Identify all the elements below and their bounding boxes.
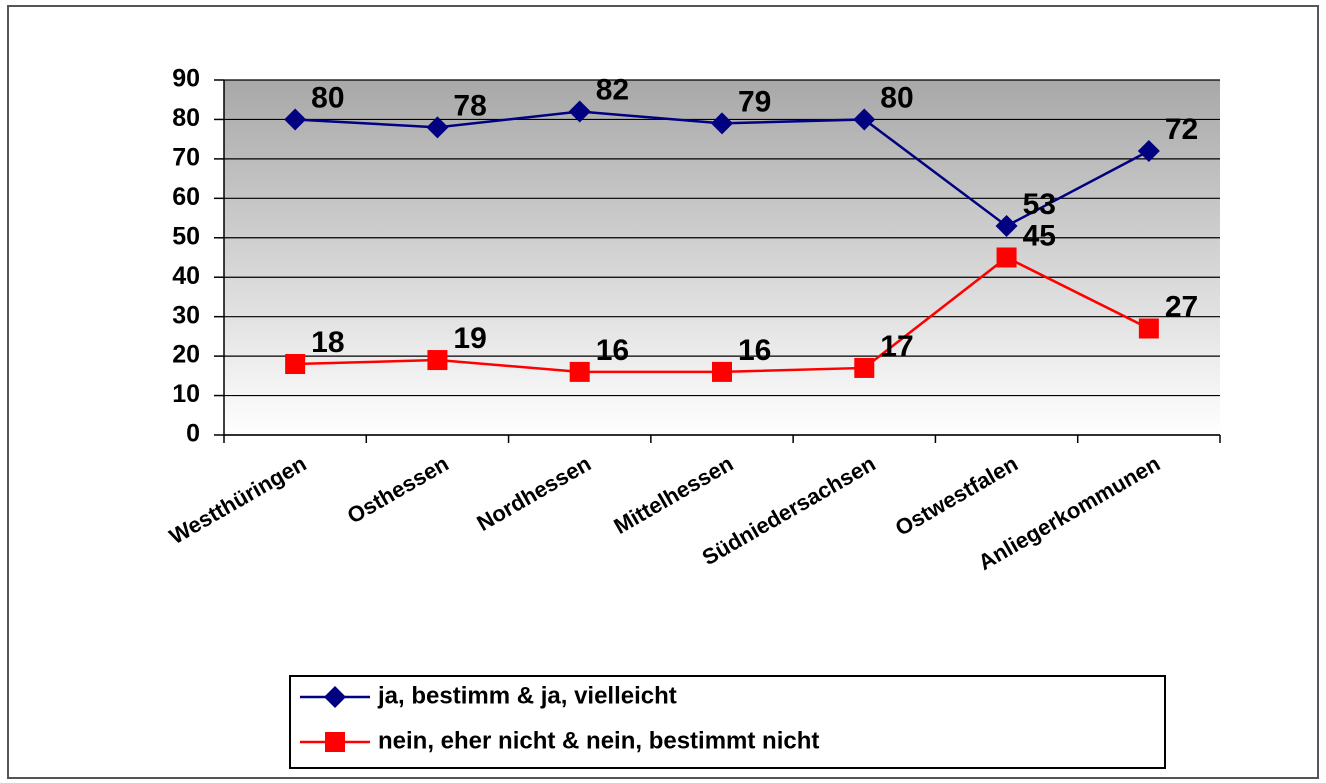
data-label: 17: [880, 330, 913, 363]
data-label: 18: [311, 326, 344, 359]
point: [324, 686, 346, 708]
data-label: 27: [1165, 290, 1198, 323]
data-label: 80: [311, 81, 344, 114]
point: [853, 108, 876, 131]
y-tick-label: 0: [186, 420, 200, 448]
point: [568, 100, 591, 123]
legend-label: ja, bestimm & ja, vielleicht: [377, 682, 677, 709]
y-tick-label: 60: [172, 183, 200, 211]
point: [711, 112, 733, 135]
point: [569, 361, 590, 382]
point: [325, 732, 345, 752]
y-tick-label: 20: [172, 341, 200, 369]
legend: [289, 675, 1166, 769]
point: [712, 361, 732, 382]
data-label: 82: [596, 73, 629, 106]
data-label: 53: [1023, 188, 1056, 221]
data-label: 79: [738, 85, 771, 118]
y-tick-label: 80: [172, 104, 200, 132]
data-label: 72: [1165, 113, 1198, 146]
point: [854, 357, 875, 378]
y-tick-label: 50: [172, 222, 200, 250]
legend-label: nein, eher nicht & nein, bestimmt nicht: [378, 727, 819, 754]
data-label: 16: [596, 334, 629, 367]
y-tick-label: 10: [172, 380, 200, 408]
y-tick-label: 30: [172, 301, 200, 329]
data-label: 80: [880, 81, 913, 114]
point: [1138, 318, 1159, 339]
y-tick-label: 90: [172, 65, 200, 93]
point: [1137, 140, 1160, 162]
data-label: 45: [1023, 219, 1056, 252]
point: [427, 350, 448, 371]
point: [995, 214, 1018, 237]
point: [996, 247, 1017, 268]
data-label: 16: [738, 334, 771, 367]
y-tick-label: 70: [172, 143, 200, 171]
data-label: 19: [453, 322, 486, 355]
y-tick-label: 40: [172, 262, 200, 290]
data-label: 78: [453, 89, 486, 122]
point: [285, 354, 306, 374]
point: [284, 108, 307, 131]
point: [426, 116, 449, 139]
